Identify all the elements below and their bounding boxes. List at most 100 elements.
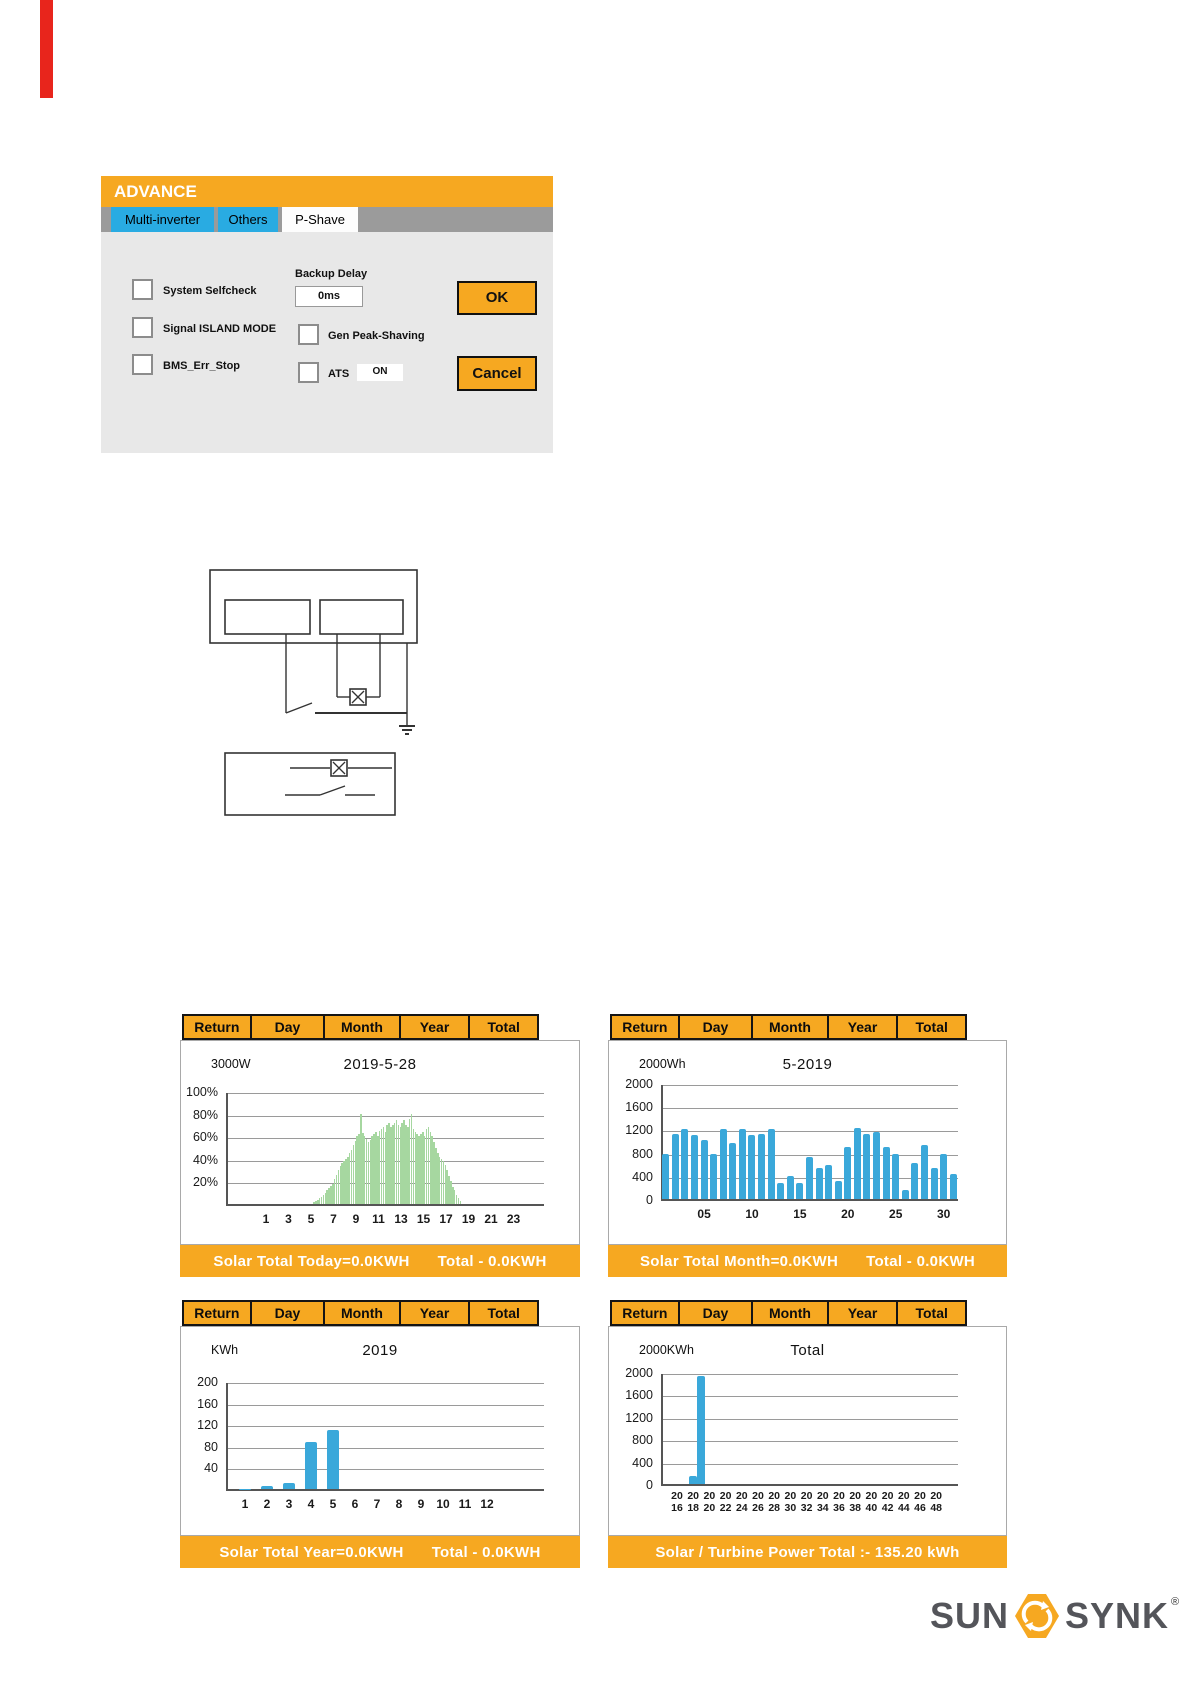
solar-power-bar — [317, 1199, 319, 1204]
nav-day-button[interactable]: Day — [251, 1016, 324, 1038]
nav-return-button[interactable]: Return — [612, 1302, 678, 1324]
x-tick-label: 2 — [263, 1497, 271, 1511]
solar-power-bar — [363, 1136, 366, 1204]
x-tick-label: 8 — [395, 1497, 403, 1511]
nav-total-button[interactable]: Total — [898, 1302, 966, 1324]
x-tick-label-year: 48 — [930, 1502, 943, 1514]
y-tick-label: 2000 — [625, 1366, 653, 1380]
solar-energy-bar — [662, 1153, 670, 1199]
x-tick-label: 3 — [285, 1497, 293, 1511]
ok-button[interactable]: OK — [457, 281, 537, 315]
solar-energy-bar — [892, 1153, 900, 1199]
x-tick-label: 05 — [697, 1207, 711, 1221]
nav-total-button[interactable]: Total — [470, 1016, 538, 1038]
y-tick-label: 400 — [632, 1455, 653, 1470]
nav-day-button[interactable]: Day — [679, 1016, 752, 1038]
gridline — [226, 1448, 544, 1449]
logo-text-sun: SUN — [930, 1595, 1010, 1636]
y-tick-label: 200 — [197, 1375, 218, 1389]
nav-month-button[interactable]: Month — [753, 1016, 827, 1038]
nav-month-button[interactable]: Month — [753, 1302, 827, 1324]
gridline — [226, 1383, 544, 1384]
gen-peak-shaving-checkbox[interactable] — [298, 324, 319, 345]
sunsynk-logo: SUN SYNK ® — [930, 1590, 1179, 1642]
solar-power-bar — [320, 1197, 323, 1204]
solar-energy-bar — [920, 1145, 928, 1199]
tab-p-shave[interactable]: P-Shave — [282, 207, 358, 232]
solar-power-bar — [403, 1120, 405, 1204]
x-tick-label-year: 46 — [914, 1502, 926, 1514]
nav-day-button[interactable]: Day — [251, 1302, 324, 1324]
sunsynk-hexagon-icon — [1015, 1594, 1060, 1638]
x-tick-label-century: 20 — [816, 1490, 829, 1502]
nav-month-button[interactable]: Month — [325, 1016, 399, 1038]
bms-err-stop-checkbox[interactable] — [132, 354, 153, 375]
solar-energy-bar — [719, 1128, 727, 1199]
nav-month-button[interactable]: Month — [325, 1302, 399, 1324]
solar-power-bar — [360, 1113, 362, 1204]
nav-year-button[interactable]: Year — [828, 1302, 897, 1324]
solar-power-bar — [401, 1122, 403, 1204]
solar-power-bar — [341, 1163, 343, 1204]
nav-year-button[interactable]: Year — [828, 1016, 897, 1038]
ats-checkbox[interactable] — [298, 362, 319, 383]
x-tick-label: 1 — [262, 1212, 270, 1226]
x-tick-label: 11 — [372, 1212, 385, 1226]
gridline — [661, 1396, 958, 1397]
nav-year-button[interactable]: Year — [400, 1016, 469, 1038]
gridline — [661, 1419, 958, 1420]
x-tick-label-century: 20 — [800, 1490, 813, 1502]
solar-power-bar — [444, 1164, 447, 1204]
nav-return-button[interactable]: Return — [184, 1302, 250, 1324]
nav-return-button[interactable]: Return — [612, 1016, 678, 1038]
cancel-button[interactable]: Cancel — [457, 356, 537, 391]
ats-on-value[interactable]: ON — [357, 364, 403, 381]
solar-power-bar — [371, 1136, 373, 1204]
nav-total-button[interactable]: Total — [470, 1302, 538, 1324]
solar-power-bar — [453, 1190, 456, 1204]
solar-power-bar — [452, 1187, 454, 1204]
x-tick-label: 9 — [417, 1497, 425, 1511]
y-axis-line — [661, 1374, 663, 1486]
x-tick-label: 10 — [436, 1497, 450, 1511]
solar-power-bar — [416, 1133, 418, 1204]
solar-energy-bar — [853, 1128, 861, 1199]
nav-total-button[interactable]: Total — [898, 1016, 966, 1038]
solar-power-bar — [433, 1141, 435, 1204]
chart-panel-day: Return Day Month Year Total 3000W 2019-5-28 100… — [180, 1014, 580, 1277]
gridline — [226, 1093, 544, 1094]
chart-unit-label: KWh — [211, 1343, 239, 1357]
tab-multi-inverter[interactable]: Multi-inverter — [111, 207, 214, 232]
signal-island-mode-checkbox[interactable] — [132, 317, 153, 338]
solar-energy-bar — [882, 1146, 890, 1199]
bms-err-stop-label: BMS_Err_Stop — [163, 360, 241, 372]
y-tick-label: 2000 — [625, 1077, 653, 1091]
solar-power-bar — [373, 1133, 375, 1204]
solar-power-bar — [347, 1156, 349, 1204]
system-selfcheck-checkbox[interactable] — [132, 279, 153, 300]
solar-power-bar — [365, 1138, 368, 1204]
backup-delay-input[interactable]: 0ms — [295, 286, 363, 307]
chart-body: 2000Wh 5-2019 2000 1600 1200 800 400 0 05 10 15 20 2… — [608, 1040, 1007, 1245]
tab-others[interactable]: Others — [218, 207, 278, 232]
footer-text-segment: Total - 0.0KWH — [431, 1543, 541, 1561]
solar-power-bar — [326, 1190, 328, 1204]
nav-year-button[interactable]: Year — [400, 1302, 469, 1324]
chart-body: 2000KWh Total 2000 1600 1200 800 400 0 20 20 20 20 2… — [608, 1326, 1007, 1536]
footer-text-segment: Total - 0.0KWH — [866, 1252, 976, 1270]
y-tick-label: 80% — [192, 1107, 218, 1122]
solar-power-bar — [457, 1198, 460, 1204]
solar-power-bar — [408, 1119, 411, 1204]
chart-nav-bar: Return Day Month Year Total — [182, 1300, 539, 1326]
x-tick-label-year: 22 — [719, 1502, 732, 1514]
gridline — [661, 1131, 958, 1132]
x-axis-line — [226, 1204, 544, 1206]
nav-return-button[interactable]: Return — [184, 1016, 250, 1038]
nav-day-button[interactable]: Day — [679, 1302, 752, 1324]
x-tick-label-year: 32 — [800, 1502, 813, 1514]
chart-panel-total: Return Day Month Year Total 2000KWh Total 2000 1… — [608, 1300, 1007, 1568]
x-tick-label-year: 26 — [752, 1502, 764, 1514]
solar-power-bar — [354, 1140, 357, 1204]
solar-power-bar — [437, 1153, 439, 1204]
gridline — [661, 1155, 958, 1156]
